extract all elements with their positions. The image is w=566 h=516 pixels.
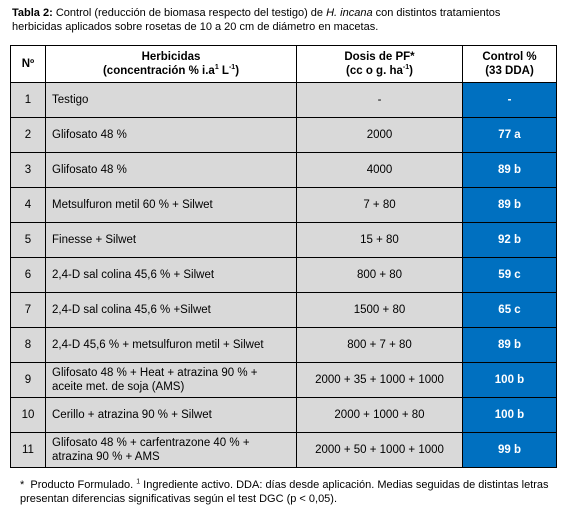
table-row: 9 Glifosato 48 % + Heat + atrazina 90 % +…: [10, 362, 557, 398]
row-number: 10: [10, 397, 46, 433]
header-text: Dosis de PF*: [344, 51, 415, 63]
control-value: -: [462, 82, 557, 118]
table-row: 1 Testigo - -: [10, 82, 557, 118]
header-text: (cc o g. ha: [346, 65, 403, 77]
table-row: 11 Glifosato 48 % + carfentrazone 40 % + …: [10, 432, 557, 468]
control-value: 92 b: [462, 222, 557, 258]
footnote: * Producto Formulado. 1 Ingrediente acti…: [20, 478, 550, 506]
dose: 2000 + 1000 + 80: [296, 397, 463, 433]
header-text: ): [409, 65, 413, 77]
row-number: 2: [10, 117, 46, 153]
row-number: 3: [10, 152, 46, 188]
dose: 1500 + 80: [296, 292, 463, 328]
herbicide: 2,4-D sal colina 45,6 % +Silwet: [45, 292, 297, 328]
header-cell: Dosis de PF* (cc o g. ha-1): [296, 45, 463, 83]
header-cell: Control % (33 DDA): [462, 45, 557, 83]
dose: 4000: [296, 152, 463, 188]
footnote-text: Ingrediente activo. DDA: días desde apli…: [20, 479, 549, 505]
herbicide: Testigo: [45, 82, 297, 118]
control-value: 89 b: [462, 187, 557, 223]
header-row: Nº Herbicidas (concentración % i.a1 L-1) …: [10, 45, 557, 83]
row-number: 7: [10, 292, 46, 328]
control-value: 100 b: [462, 362, 557, 398]
row-number: 8: [10, 327, 46, 363]
row-number: 11: [10, 432, 46, 468]
header-text: Herbicidas: [141, 51, 201, 63]
dose: 800 + 7 + 80: [296, 327, 463, 363]
herbicide: 2,4-D sal colina 45,6 % + Silwet: [45, 257, 297, 293]
header-cell: Nº: [10, 45, 46, 83]
herbicide: Glifosato 48 % + carfentrazone 40 % + at…: [45, 432, 297, 468]
herbicide: Glifosato 48 %: [45, 117, 297, 153]
caption-label: Tabla 2:: [12, 7, 53, 19]
superscript: -1: [402, 64, 410, 72]
header-cell: Herbicidas (concentración % i.a1 L-1): [45, 45, 297, 83]
herbicide: Metsulfuron metil 60 % + Silwet: [45, 187, 297, 223]
dose: 15 + 80: [296, 222, 463, 258]
species: H. incana: [326, 7, 373, 19]
herbicide: 2,4-D 45,6 % + metsulfuron metil + Silwe…: [45, 327, 297, 363]
control-value: 65 c: [462, 292, 557, 328]
table-row: 2 Glifosato 48 % 2000 77 a: [10, 117, 557, 153]
table-row: 3 Glifosato 48 % 4000 89 b: [10, 152, 557, 188]
herbicide: Cerillo + atrazina 90 % + Silwet: [45, 397, 297, 433]
caption: Tabla 2: Control (reducción de biomasa r…: [12, 6, 552, 34]
dose: 2000: [296, 117, 463, 153]
herbicide: Glifosato 48 %: [45, 152, 297, 188]
table-row: 4 Metsulfuron metil 60 % + Silwet 7 + 80 89…: [10, 187, 557, 223]
table-row: 7 2,4-D sal colina 45,6 % +Silwet 1500 + 8…: [10, 292, 557, 328]
row-number: 9: [10, 362, 46, 398]
dose: -: [296, 82, 463, 118]
superscript: 1: [214, 64, 219, 72]
table-row: 8 2,4-D 45,6 % + metsulfuron metil + Silw…: [10, 327, 557, 363]
control-value: 100 b: [462, 397, 557, 433]
table-row: 10 Cerillo + atrazina 90 % + Silwet 2000 +…: [10, 397, 557, 433]
superscript: -1: [228, 64, 236, 72]
table-body: 1 Testigo - -2 Glifosato 48 % 2000 77 a 3 Glifos…: [10, 82, 557, 468]
header-text: (concentración % i.a: [102, 65, 215, 77]
footnote-text: *: [20, 479, 25, 491]
caption-text: Control (reducción de biomasa respecto d…: [55, 7, 324, 19]
row-number: 4: [10, 187, 46, 223]
header-text: ): [235, 65, 240, 77]
herbicide: Glifosato 48 % + Heat + atrazina 90 % + …: [45, 362, 297, 398]
header-text: Control %: [482, 51, 537, 63]
row-number: 6: [10, 257, 46, 293]
superscript: 1: [136, 478, 141, 486]
caption-text: con distintos tratamientos herbicidas ap…: [12, 7, 501, 33]
header-text: L: [221, 65, 229, 77]
header-text: (33 DDA): [485, 65, 534, 77]
row-number: 5: [10, 222, 46, 258]
dose: 2000 + 50 + 1000 + 1000: [296, 432, 463, 468]
row-number: 1: [10, 82, 46, 118]
table-row: 5 Finesse + Silwet 15 + 80 92 b: [10, 222, 557, 258]
results-table: Nº Herbicidas (concentración % i.a1 L-1) …: [10, 45, 557, 468]
dose: 800 + 80: [296, 257, 463, 293]
control-value: 77 a: [462, 117, 557, 153]
control-value: 89 b: [462, 327, 557, 363]
control-value: 99 b: [462, 432, 557, 468]
table-row: 6 2,4-D sal colina 45,6 % + Silwet 800 + 8…: [10, 257, 557, 293]
control-value: 59 c: [462, 257, 557, 293]
footnote-text: Producto Formulado.: [30, 479, 134, 491]
dose: 7 + 80: [296, 187, 463, 223]
dose: 2000 + 35 + 1000 + 1000: [296, 362, 463, 398]
control-value: 89 b: [462, 152, 557, 188]
herbicide: Finesse + Silwet: [45, 222, 297, 258]
